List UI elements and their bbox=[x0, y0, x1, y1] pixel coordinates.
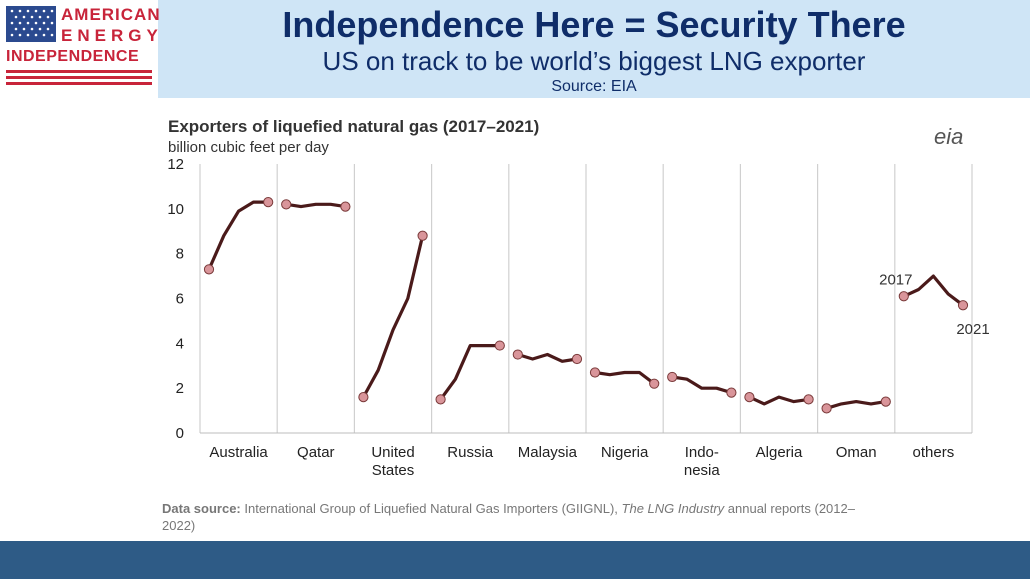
data-point-marker bbox=[726, 387, 737, 398]
data-point-marker bbox=[649, 378, 660, 389]
category-label: Nigeria bbox=[601, 444, 649, 461]
logo-stripes bbox=[6, 70, 152, 88]
series-line bbox=[747, 395, 811, 406]
page-subtitle: US on track to be world’s biggest LNG ex… bbox=[322, 46, 866, 76]
data-point-marker bbox=[417, 230, 428, 241]
lng-exporters-chart: Exporters of liquefied natural gas (2017… bbox=[162, 117, 990, 533]
y-tick-label: 4 bbox=[176, 335, 184, 352]
panel-4: Malaysia bbox=[512, 349, 583, 461]
data-point-marker bbox=[898, 291, 909, 302]
series-line bbox=[670, 375, 734, 395]
series-line bbox=[207, 200, 270, 271]
annotation-start-year: 2017 bbox=[879, 271, 912, 288]
data-source-years: annual reports (2012– bbox=[724, 501, 856, 516]
series-line bbox=[516, 352, 579, 363]
panel-3: Russia bbox=[435, 340, 505, 461]
logo-line-american: AMERICAN bbox=[61, 5, 161, 24]
panel-5: Nigeria bbox=[589, 367, 660, 461]
data-point-marker bbox=[358, 392, 369, 403]
page-title: Independence Here = Security There bbox=[282, 4, 906, 45]
annotation-end-year: 2021 bbox=[956, 321, 989, 338]
data-source-publication: The LNG Industry bbox=[622, 501, 726, 516]
data-source-label: Data source: bbox=[162, 501, 241, 516]
panel-9: others 2017 2021 bbox=[879, 271, 990, 461]
panel-1: Qatar bbox=[281, 199, 351, 461]
panel-8: Oman bbox=[821, 396, 891, 461]
y-tick-label: 2 bbox=[176, 380, 184, 397]
y-tick-label: 10 bbox=[167, 201, 184, 218]
source-caption: Source: EIA bbox=[551, 78, 637, 95]
data-point-marker bbox=[281, 199, 292, 210]
category-label: others bbox=[913, 444, 955, 461]
data-source-note-cont: 2022) bbox=[162, 518, 195, 533]
logo-line-energy: ENERGY bbox=[61, 26, 163, 45]
category-label: Algeria bbox=[756, 444, 803, 461]
data-point-marker bbox=[957, 300, 969, 311]
eia-logo-text: eia bbox=[934, 124, 963, 149]
data-point-marker bbox=[744, 392, 755, 403]
data-point-marker bbox=[880, 396, 891, 407]
category-label: Indo- bbox=[685, 444, 719, 461]
data-point-marker bbox=[435, 394, 446, 405]
data-point-marker bbox=[821, 403, 832, 414]
data-point-marker bbox=[203, 264, 215, 275]
data-source-note: Data source: International Group of Liqu… bbox=[162, 501, 856, 516]
data-source-text: International Group of Liquefied Natural… bbox=[241, 501, 622, 516]
footer-bar bbox=[0, 541, 1030, 579]
data-point-marker bbox=[340, 201, 351, 212]
logo-line-independence: INDEPENDENCE bbox=[6, 48, 140, 65]
panel-6: Indo-nesia bbox=[667, 371, 737, 479]
chart-container: Exporters of liquefied natural gas (2017… bbox=[150, 100, 1000, 540]
logo: AMERICAN ENERGY INDEPENDENCE bbox=[0, 0, 161, 98]
data-point-marker bbox=[263, 197, 274, 208]
category-label: Russia bbox=[447, 444, 494, 461]
series-line bbox=[593, 370, 656, 386]
series-line bbox=[902, 274, 965, 307]
flag-icon bbox=[6, 6, 56, 42]
category-label: States bbox=[372, 462, 415, 479]
category-label: nesia bbox=[684, 462, 721, 479]
category-label: Australia bbox=[209, 444, 268, 461]
category-label: Malaysia bbox=[518, 444, 578, 461]
panel-0: Australia bbox=[203, 197, 274, 461]
chart-unit-label: billion cubic feet per day bbox=[168, 139, 329, 156]
category-label: Oman bbox=[836, 444, 877, 461]
data-point-marker bbox=[803, 394, 814, 405]
data-point-marker bbox=[571, 353, 583, 365]
header-banner bbox=[158, 0, 1030, 98]
data-point-marker bbox=[512, 349, 523, 360]
series-line bbox=[284, 202, 347, 209]
panel-7: Algeria bbox=[744, 392, 814, 461]
category-label: Qatar bbox=[297, 444, 335, 461]
data-point-marker bbox=[667, 371, 678, 383]
data-point-marker bbox=[494, 340, 505, 351]
series-line bbox=[361, 234, 425, 399]
series-line bbox=[439, 344, 502, 401]
series-line bbox=[824, 400, 888, 410]
chart-title: Exporters of liquefied natural gas (2017… bbox=[168, 117, 539, 136]
y-tick-label: 0 bbox=[176, 425, 184, 442]
category-label: United bbox=[371, 444, 414, 461]
data-point-marker bbox=[589, 367, 601, 378]
y-tick-label: 12 bbox=[167, 156, 184, 173]
y-tick-label: 6 bbox=[176, 291, 184, 308]
y-tick-label: 8 bbox=[176, 246, 184, 263]
